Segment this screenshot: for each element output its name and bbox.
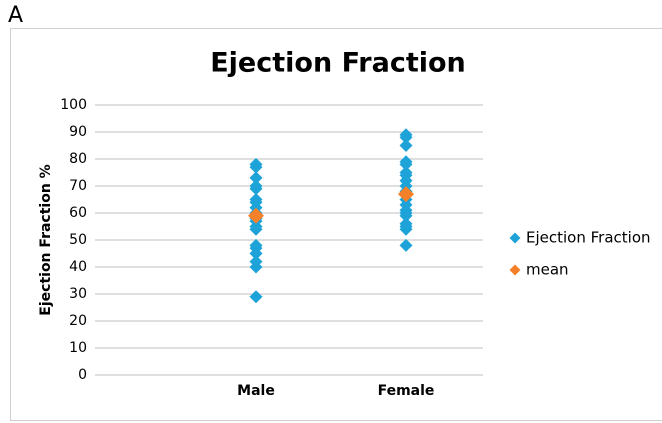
legend-label: Ejection Fraction: [526, 229, 651, 247]
data-point: [249, 260, 263, 274]
chart-frame: [10, 28, 662, 421]
y-tick-label: 80: [69, 151, 87, 167]
y-axis-title: Ejection Fraction %: [38, 164, 54, 315]
y-tick-label: 40: [69, 259, 87, 275]
chart-title: Ejection Fraction: [210, 48, 466, 79]
x-tick-label: Female: [378, 383, 435, 399]
legend-marker: [509, 232, 521, 244]
mean-point: [248, 207, 264, 224]
data-point: [399, 139, 413, 152]
mean-point: [398, 186, 414, 203]
y-tick-label: 50: [69, 232, 87, 248]
x-tick-label: Male: [237, 383, 275, 399]
data-point: [399, 209, 413, 223]
y-tick-label: 90: [69, 124, 87, 140]
data-point: [399, 157, 413, 171]
data-point: [249, 222, 263, 236]
y-tick-label: 30: [69, 286, 87, 302]
y-tick-label: 0: [78, 367, 87, 383]
data-point: [399, 222, 413, 236]
y-tick-label: 20: [69, 313, 87, 329]
data-point: [399, 130, 413, 144]
legend-marker: [509, 264, 521, 276]
data-point: [249, 182, 263, 196]
data-point: [249, 171, 263, 185]
y-tick-label: 70: [69, 178, 87, 194]
legend-label: mean: [526, 261, 569, 279]
data-point: [249, 247, 263, 260]
y-tick-label: 10: [69, 340, 87, 356]
panel-label: A: [8, 3, 23, 28]
data-point: [249, 290, 263, 304]
y-tick-label: 60: [69, 205, 87, 221]
data-point: [399, 238, 413, 252]
y-tick-label: 100: [60, 97, 87, 113]
data-point: [249, 160, 263, 174]
